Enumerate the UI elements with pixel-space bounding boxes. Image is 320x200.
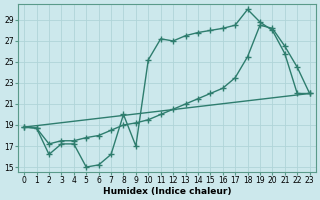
X-axis label: Humidex (Indice chaleur): Humidex (Indice chaleur) (103, 187, 231, 196)
